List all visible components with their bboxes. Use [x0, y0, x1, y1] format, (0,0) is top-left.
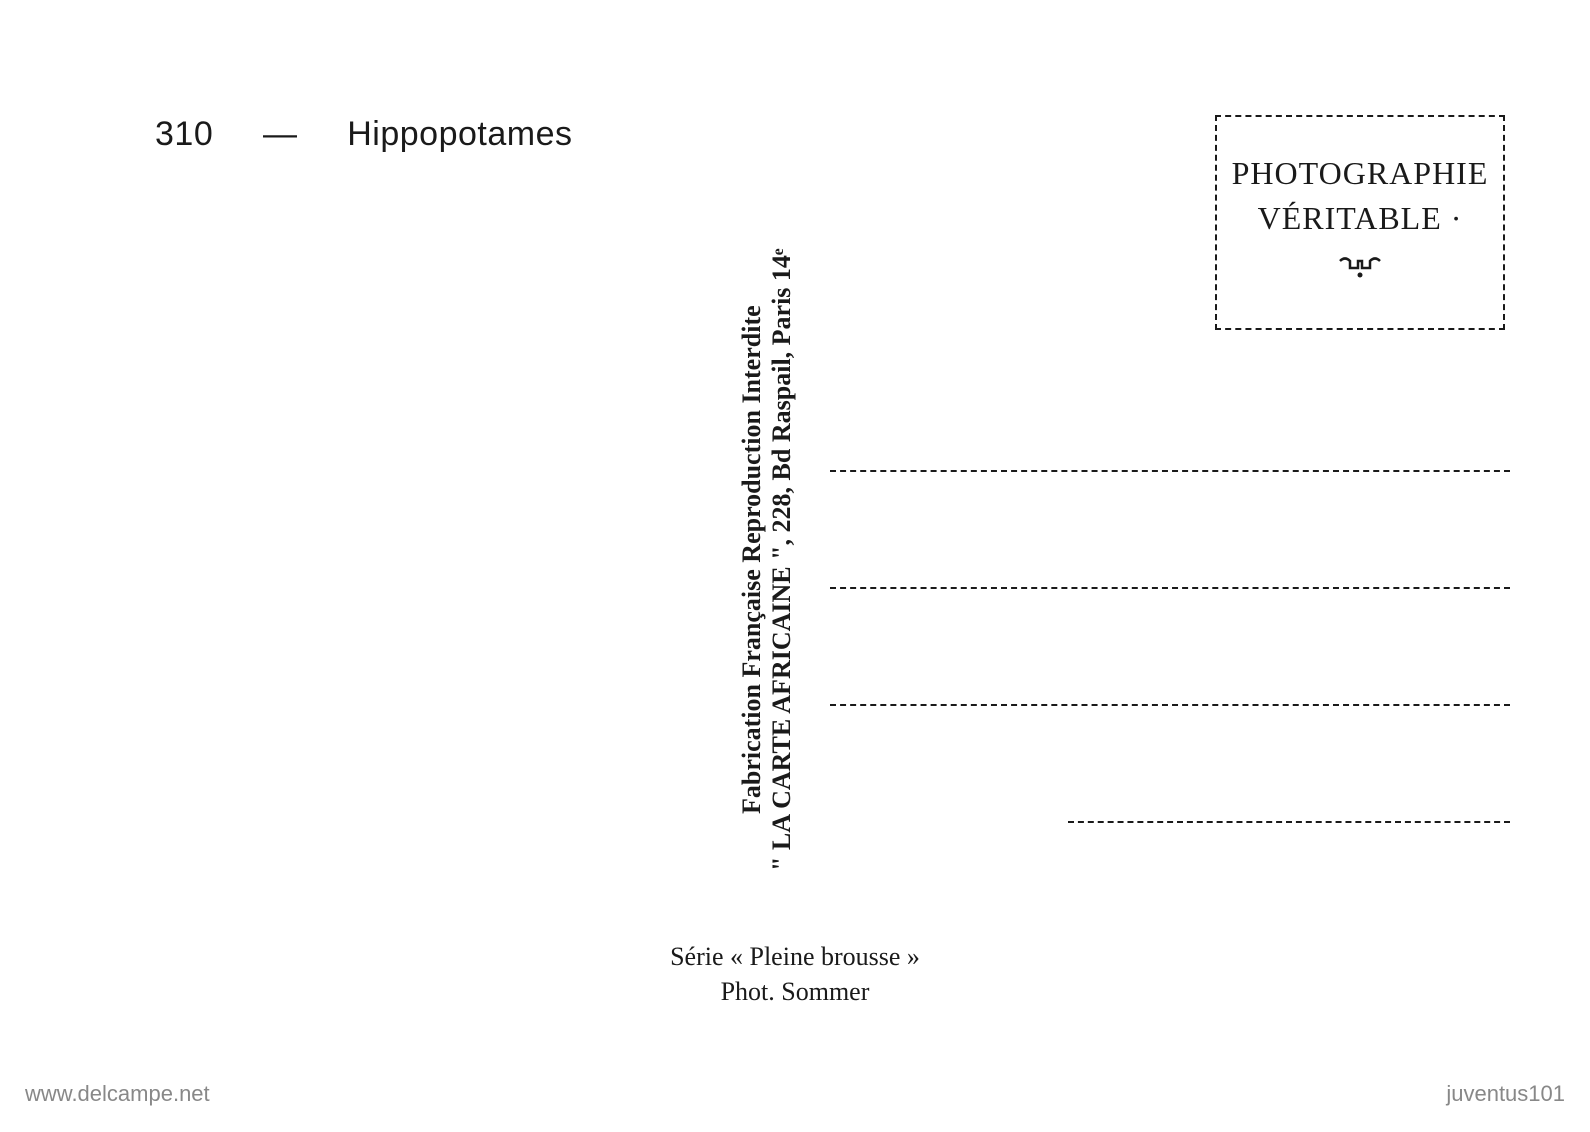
stamp-text-line1: PHOTOGRAPHIE	[1232, 155, 1489, 192]
address-line-1	[830, 470, 1510, 472]
card-title: Hippopotames	[347, 115, 572, 153]
title-separator	[223, 115, 253, 153]
watermark-source: www.delcampe.net	[25, 1081, 210, 1107]
address-line-4	[1068, 821, 1510, 823]
separator-dash: —	[263, 115, 298, 153]
address-area	[830, 470, 1510, 823]
card-number: 310	[155, 115, 213, 153]
publisher-line1: " LA CARTE AFRICAINE ", 228, Bd Raspail,…	[767, 220, 797, 900]
postcard-title: 310 — Hippopotames	[155, 115, 572, 154]
title-separator2	[307, 115, 337, 153]
publisher-info: Fabrication Française Reproduction Inter…	[717, 220, 817, 900]
stamp-ornament-icon	[1330, 253, 1390, 290]
address-line-3	[830, 704, 1510, 706]
photographer-credit: Phot. Sommer	[0, 977, 1590, 1007]
footer-info: Série « Pleine brousse » Phot. Sommer	[0, 942, 1590, 1007]
stamp-text-line2: VÉRITABLE ·	[1258, 200, 1463, 237]
publisher-line2: Fabrication Française Reproduction Inter…	[737, 220, 767, 900]
stamp-area: PHOTOGRAPHIE VÉRITABLE ·	[1215, 115, 1505, 330]
series-name: Série « Pleine brousse »	[0, 942, 1590, 972]
address-line-2	[830, 587, 1510, 589]
watermark-user: juventus101	[1446, 1081, 1565, 1107]
